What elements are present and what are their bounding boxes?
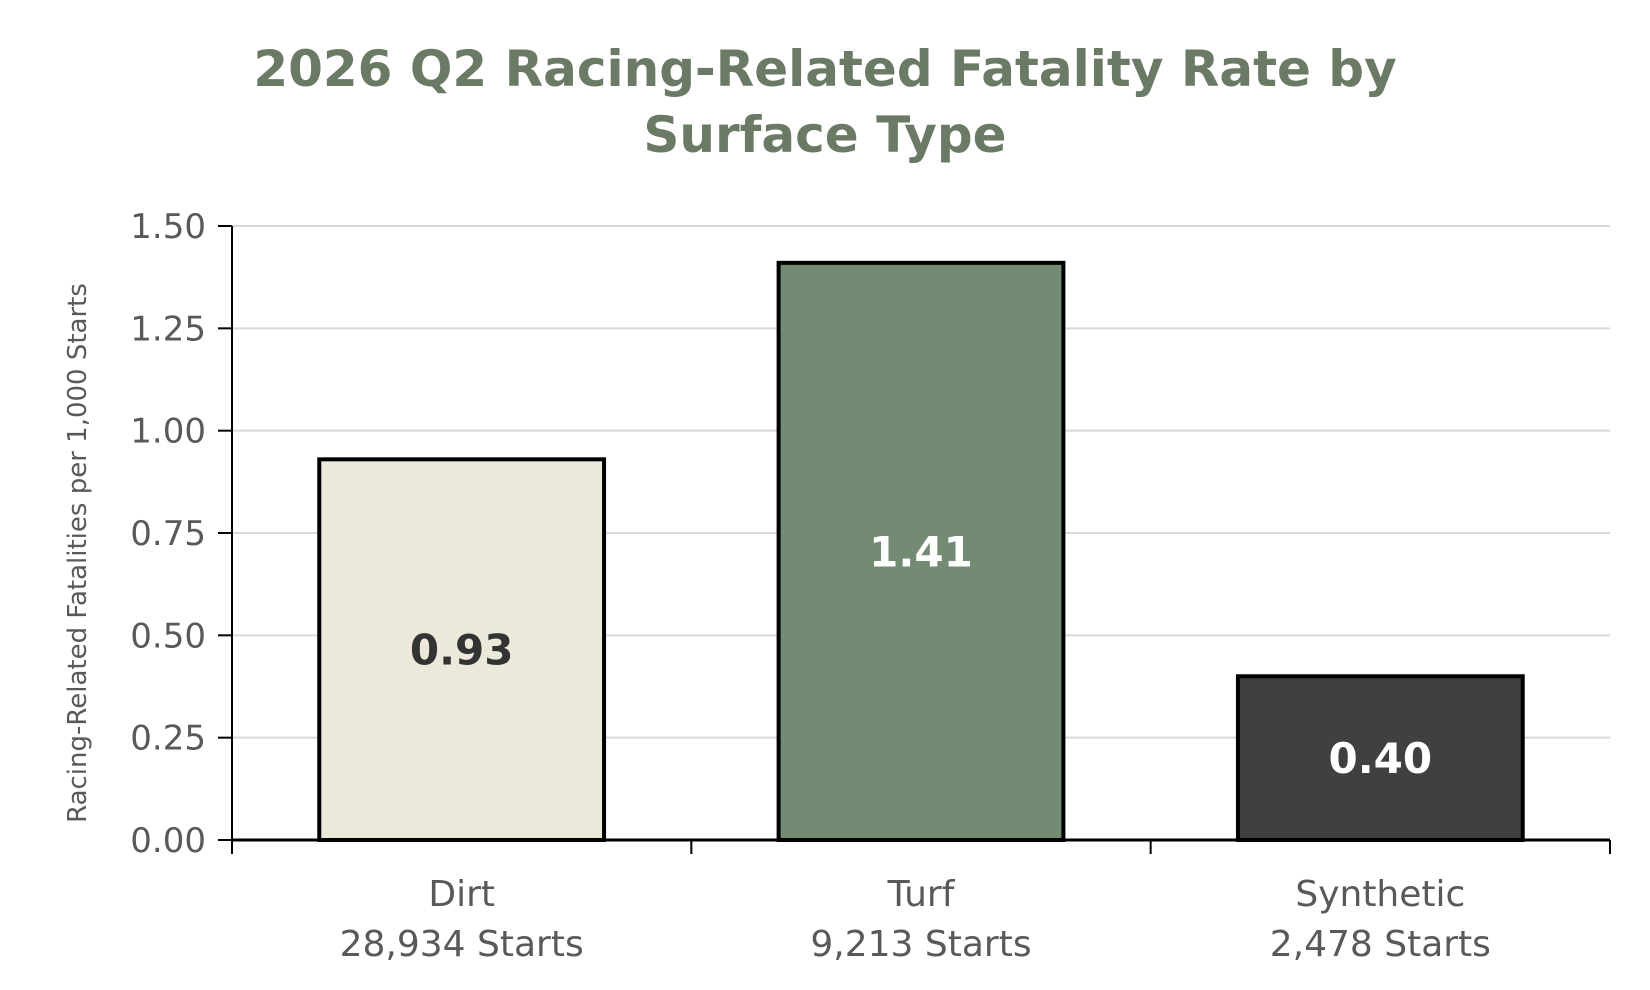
x-category-label: Synthetic [1295, 874, 1465, 915]
y-tick-label: 0.75 [130, 514, 206, 554]
bar-dirt [317, 457, 607, 842]
bar-value-label: 0.40 [1329, 734, 1433, 783]
x-category-sublabel: 9,213 Starts [810, 924, 1031, 965]
x-category-label: Dirt [428, 874, 495, 915]
y-tick-label: 0.50 [130, 616, 206, 656]
chart-title-line-1: 2026 Q2 Racing-Related Fatality Rate by [253, 40, 1397, 98]
axes [218, 225, 1611, 854]
y-tick-label: 0.25 [130, 719, 206, 759]
y-axis-label: Racing-Related Fatalities per 1,000 Star… [63, 283, 93, 823]
y-tick-label: 1.25 [130, 309, 206, 349]
bar-synthetic [1235, 674, 1525, 842]
y-tick-label: 0.00 [130, 821, 206, 861]
y-tick-label: 1.50 [130, 207, 206, 247]
x-category-sublabel: 28,934 Starts [340, 924, 584, 965]
labels: 0.00 0.25 0.50 0.75 1.00 1.25 1.50 Racing-Relat… [63, 207, 1491, 965]
x-category-label: Turf [887, 874, 956, 915]
chart-title: 2026 Q2 Racing-Related Fatality Rate by … [0, 36, 1650, 168]
y-tick-label: 1.00 [130, 412, 206, 452]
bar-turf [776, 260, 1066, 842]
chart-title-line-2: Surface Type [643, 106, 1007, 164]
bar-value-label: 0.93 [410, 626, 514, 675]
x-category-sublabel: 2,478 Starts [1270, 924, 1491, 965]
bar-value-label: 1.41 [869, 527, 973, 576]
bars [317, 260, 1525, 842]
